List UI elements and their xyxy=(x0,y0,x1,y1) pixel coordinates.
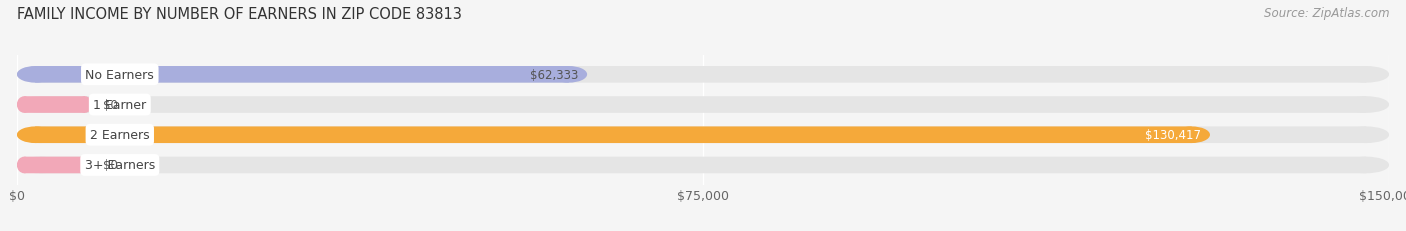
Ellipse shape xyxy=(77,97,93,113)
Ellipse shape xyxy=(17,127,63,143)
Text: $0: $0 xyxy=(103,99,118,112)
Text: $130,417: $130,417 xyxy=(1144,129,1201,142)
Ellipse shape xyxy=(17,67,53,83)
FancyBboxPatch shape xyxy=(39,97,1367,113)
Ellipse shape xyxy=(17,127,53,143)
FancyBboxPatch shape xyxy=(39,127,1367,143)
Text: No Earners: No Earners xyxy=(86,69,155,82)
Ellipse shape xyxy=(77,157,93,173)
FancyBboxPatch shape xyxy=(39,157,1367,173)
FancyBboxPatch shape xyxy=(24,97,84,113)
FancyBboxPatch shape xyxy=(39,67,1367,83)
Text: 3+ Earners: 3+ Earners xyxy=(84,159,155,172)
FancyBboxPatch shape xyxy=(24,157,84,173)
Ellipse shape xyxy=(1343,127,1389,143)
Ellipse shape xyxy=(1343,67,1389,83)
FancyBboxPatch shape xyxy=(35,127,1192,143)
Ellipse shape xyxy=(17,157,31,173)
Text: 1 Earner: 1 Earner xyxy=(93,99,146,112)
Text: Source: ZipAtlas.com: Source: ZipAtlas.com xyxy=(1264,7,1389,20)
FancyBboxPatch shape xyxy=(35,67,569,83)
Text: 2 Earners: 2 Earners xyxy=(90,129,149,142)
Ellipse shape xyxy=(1343,157,1389,173)
Ellipse shape xyxy=(17,67,63,83)
Text: $62,333: $62,333 xyxy=(530,69,578,82)
Ellipse shape xyxy=(17,157,63,173)
Ellipse shape xyxy=(17,97,31,113)
Ellipse shape xyxy=(1174,127,1211,143)
Ellipse shape xyxy=(551,67,588,83)
Ellipse shape xyxy=(1343,97,1389,113)
Text: $0: $0 xyxy=(103,159,118,172)
Text: FAMILY INCOME BY NUMBER OF EARNERS IN ZIP CODE 83813: FAMILY INCOME BY NUMBER OF EARNERS IN ZI… xyxy=(17,7,461,22)
Ellipse shape xyxy=(17,97,63,113)
